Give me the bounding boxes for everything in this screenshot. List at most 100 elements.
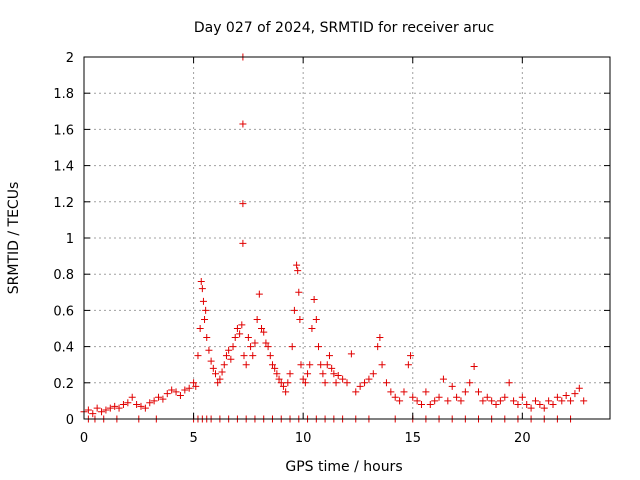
y-tick-label: 0.6 [53,304,74,319]
data-point [150,397,158,405]
data-point [553,393,561,401]
y-tick-label: 1.6 [53,123,74,138]
data-point [514,401,522,409]
x-tick-label: 20 [514,431,531,446]
data-point [461,388,469,396]
data-point [523,401,531,409]
data-point [222,352,230,360]
data-point [558,397,566,405]
data-point [294,267,302,275]
data-point [286,370,294,378]
data-point [488,397,496,405]
data-point [229,343,237,351]
data-point [231,334,239,342]
data-point [260,328,268,336]
data-point [133,401,141,409]
data-point [194,352,202,360]
data-point [115,404,123,412]
data-point [198,285,206,293]
data-point [453,393,461,401]
data-point [227,355,235,363]
data-point [212,370,219,378]
data-point [163,390,171,398]
x-tick-label: 10 [295,431,312,446]
data-point [238,321,246,329]
data-point [236,330,244,338]
data-point [137,402,145,410]
data-point [323,361,331,369]
data-point [382,379,390,387]
data-point [426,401,434,409]
data-point [297,361,305,369]
chart-title: Day 027 of 2024, SRMTID for receiver aru… [194,20,494,36]
data-point [251,339,259,347]
data-point [258,325,266,332]
data-point [214,379,222,387]
data-point [284,379,292,387]
data-point [253,315,261,323]
data-point [203,334,211,342]
data-point [400,388,408,396]
data-point [308,325,316,332]
data-point [567,397,575,405]
data-point [483,393,491,401]
data-point [325,352,333,360]
y-tick-label: 0.4 [53,341,74,356]
data-point [562,391,570,399]
data-point [575,384,583,392]
data-point [98,408,106,416]
data-point [369,370,377,378]
data-point [279,382,287,390]
data-point [374,343,382,351]
data-point [220,361,228,369]
data-point [317,361,325,369]
data-point [271,364,279,372]
data-point [545,397,553,405]
data-point [89,410,97,418]
data-point [540,404,548,412]
data-point [207,357,215,365]
data-points [80,53,588,423]
y-tick-label: 0 [66,413,74,428]
data-point [106,404,114,412]
data-point [361,379,369,387]
data-point [185,384,193,392]
data-point [391,393,399,401]
data-point [190,379,198,387]
data-point [328,364,336,372]
data-point [209,364,217,372]
data-point [330,370,338,378]
data-point [239,120,247,128]
data-point [319,370,327,378]
data-point [549,401,557,409]
data-point [111,402,119,410]
data-point [205,346,213,354]
data-point [102,406,110,414]
data-point [431,397,439,405]
data-point [249,352,257,360]
data-point [199,297,207,305]
y-tick-label: 1 [66,232,74,247]
data-point [155,393,163,401]
data-point [304,370,312,378]
data-point [492,401,500,409]
data-point [352,388,360,396]
data-point [444,397,452,405]
data-point [301,379,309,387]
data-point [282,388,290,396]
y-tick-label: 0.2 [53,377,74,392]
data-point [527,404,535,412]
data-point [356,382,364,390]
data-point [339,375,347,383]
y-tick-label: 1.4 [53,160,74,175]
data-point [531,397,539,405]
data-point [268,361,276,369]
data-point [510,397,518,405]
data-point [202,306,210,314]
data-point [306,361,314,369]
data-point [277,379,285,387]
data-point [407,352,415,360]
data-point [496,397,504,405]
data-point [172,388,180,396]
data-point [273,370,281,378]
